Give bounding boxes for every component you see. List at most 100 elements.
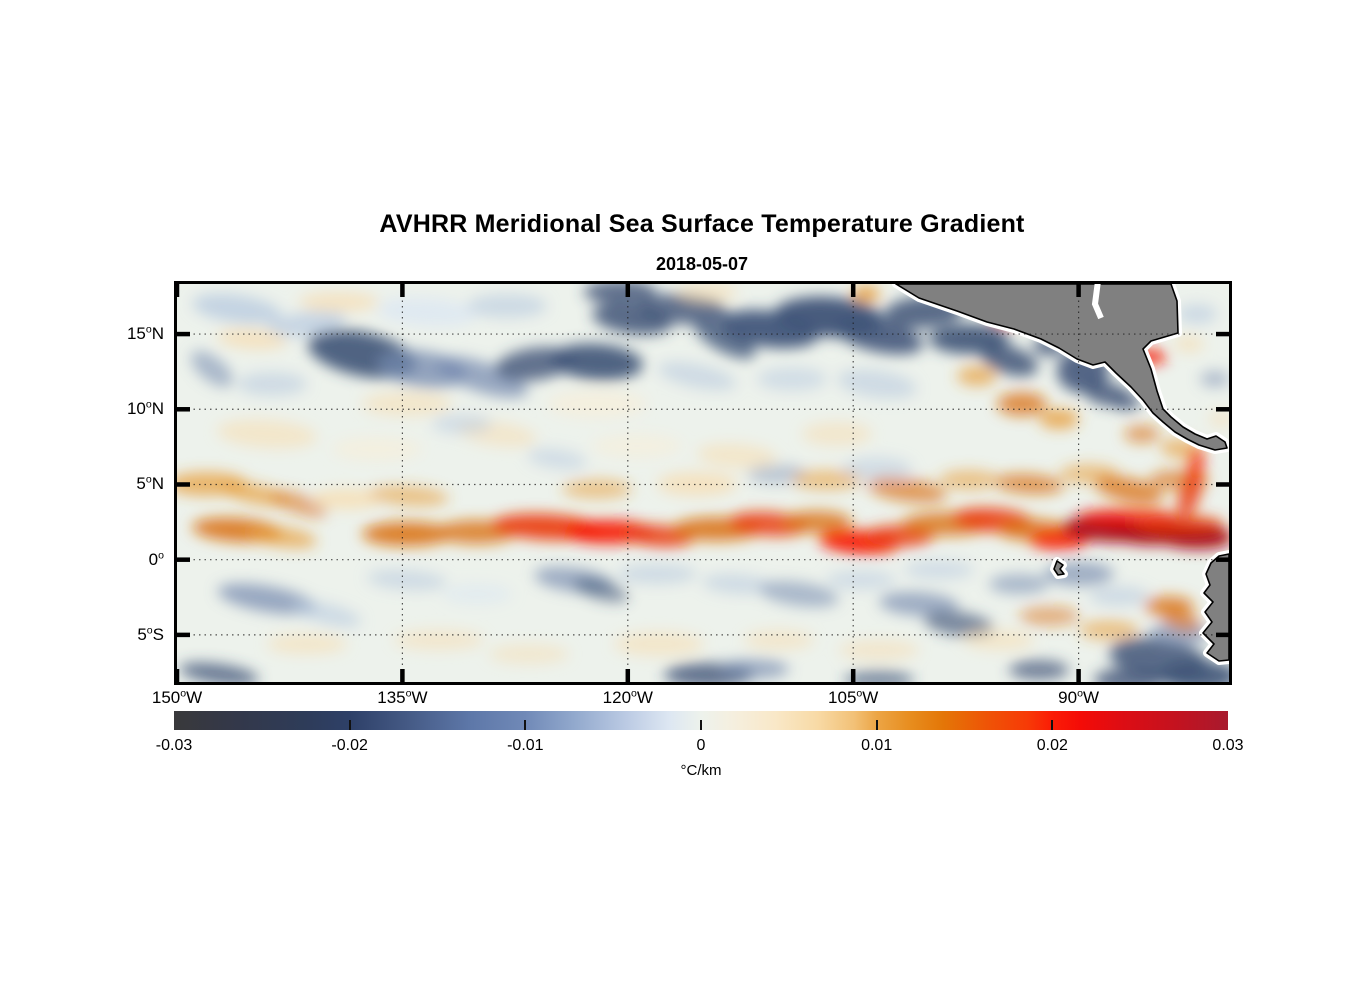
tick-label-part: W — [862, 688, 879, 707]
heat-blob — [826, 570, 896, 590]
heat-blob — [924, 611, 994, 637]
heat-blob — [1200, 371, 1229, 387]
tick-label-part: 90 — [1058, 688, 1078, 707]
heat-blob — [467, 294, 547, 318]
tick-label-part: 15 — [126, 324, 146, 344]
tick-label-part: o — [180, 687, 187, 700]
heat-blob — [1019, 606, 1079, 626]
heat-blob — [442, 584, 512, 604]
tick-label-part: S — [152, 624, 164, 644]
heat-blob — [1124, 425, 1160, 443]
heat-blob — [179, 662, 259, 682]
tick-label-part: 5 — [137, 624, 147, 644]
heat-blob — [267, 634, 347, 654]
colorbar-tick-label: 0.01 — [861, 737, 893, 754]
colorbar-tick — [700, 720, 702, 730]
tick-label-part: W — [411, 688, 428, 707]
heat-blob — [837, 369, 917, 399]
heat-blob — [217, 328, 287, 350]
tick-label-part: 5 — [136, 474, 146, 494]
heat-blob — [792, 470, 862, 490]
tick-label-part: o — [158, 549, 164, 562]
heat-blob — [377, 297, 477, 327]
y-axis-tick-label: 5oS — [0, 624, 164, 646]
heat-blob — [1009, 660, 1069, 680]
heat-blob — [217, 583, 317, 615]
heat-blob — [547, 390, 647, 418]
heat-blob — [964, 630, 1034, 650]
heat-blob — [573, 577, 629, 603]
heat-blob — [997, 392, 1047, 416]
heat-blob — [562, 479, 632, 499]
tick-label-part: o — [145, 473, 152, 486]
heat-blob — [237, 372, 307, 396]
heat-blob — [782, 511, 852, 533]
tick-label-part: o — [1077, 687, 1083, 700]
heat-blob — [1177, 304, 1217, 324]
tick-label-part: 105 — [828, 688, 857, 707]
heat-blob — [879, 591, 959, 617]
heat-blob — [362, 392, 452, 416]
tick-label-part: W — [636, 688, 653, 707]
land-galapagos — [1053, 560, 1065, 576]
heat-blob — [852, 286, 880, 302]
y-axis-tick-label: 0o — [0, 549, 164, 571]
tick-label-part: 135 — [377, 688, 406, 707]
land-layer — [892, 284, 1229, 665]
colorbar-tick-label: 0.03 — [1212, 737, 1244, 754]
tick-label-part: W — [186, 688, 203, 707]
tick-label-part: W — [1082, 688, 1099, 707]
heat-blob — [677, 284, 737, 302]
colorbar-tick — [875, 720, 878, 730]
heat-blob — [1079, 620, 1139, 640]
heat-blob — [614, 632, 704, 656]
heat-blob — [1094, 668, 1164, 682]
heat-blob — [190, 350, 234, 388]
figure-title: AVHRR Meridional Sea Surface Temperature… — [379, 210, 1025, 238]
y-axis-tick-label: 5oN — [0, 473, 164, 495]
heat-blob — [1161, 608, 1201, 632]
colorbar-tick-label: -0.02 — [331, 737, 368, 754]
colorbar-tick-label: -0.03 — [155, 737, 193, 754]
x-axis-tick-label: 105oW — [808, 687, 898, 709]
heat-blob — [719, 659, 789, 679]
y-axis-tick-label: 10oN — [0, 398, 164, 420]
heat-blob — [617, 564, 697, 584]
colorbar-tick — [348, 720, 351, 730]
heat-blob — [839, 640, 919, 660]
heat-blob — [697, 443, 777, 469]
heat-blob — [394, 630, 484, 650]
tick-label-part: N — [151, 324, 164, 344]
grid-layer — [177, 284, 1229, 682]
heat-blob — [551, 343, 643, 381]
figure-subtitle: 2018-05-07 — [655, 254, 749, 274]
tick-label-part: N — [151, 474, 164, 494]
heat-blob — [1187, 447, 1205, 481]
heat-blob — [332, 437, 422, 461]
plot-frame — [174, 281, 1232, 685]
heat-blob — [432, 414, 492, 434]
heat-blob — [584, 284, 656, 304]
land-central_america — [895, 284, 1228, 451]
colorbar-tick-label: 0.02 — [1036, 737, 1068, 754]
tick-label-part: 0 — [148, 549, 159, 569]
heat-blob — [747, 464, 807, 484]
heat-blob — [957, 366, 997, 386]
heat-blob — [1174, 336, 1204, 352]
heat-blob — [834, 317, 924, 355]
x-axis-tick-label: 90oW — [1034, 687, 1124, 709]
heat-blob — [980, 343, 1038, 377]
heat-blob — [489, 644, 569, 664]
tick-label-part: o — [145, 398, 152, 411]
heat-blob — [802, 422, 872, 446]
heat-blob — [989, 574, 1049, 594]
heat-blob — [1177, 470, 1203, 518]
gulf-channel — [1091, 284, 1104, 320]
heat-blob — [694, 319, 756, 359]
heat-blob — [527, 448, 587, 470]
tick-label-part: o — [856, 687, 863, 700]
heat-blob — [939, 470, 999, 490]
tick-label-part: N — [151, 399, 164, 419]
heat-blob — [657, 361, 737, 391]
